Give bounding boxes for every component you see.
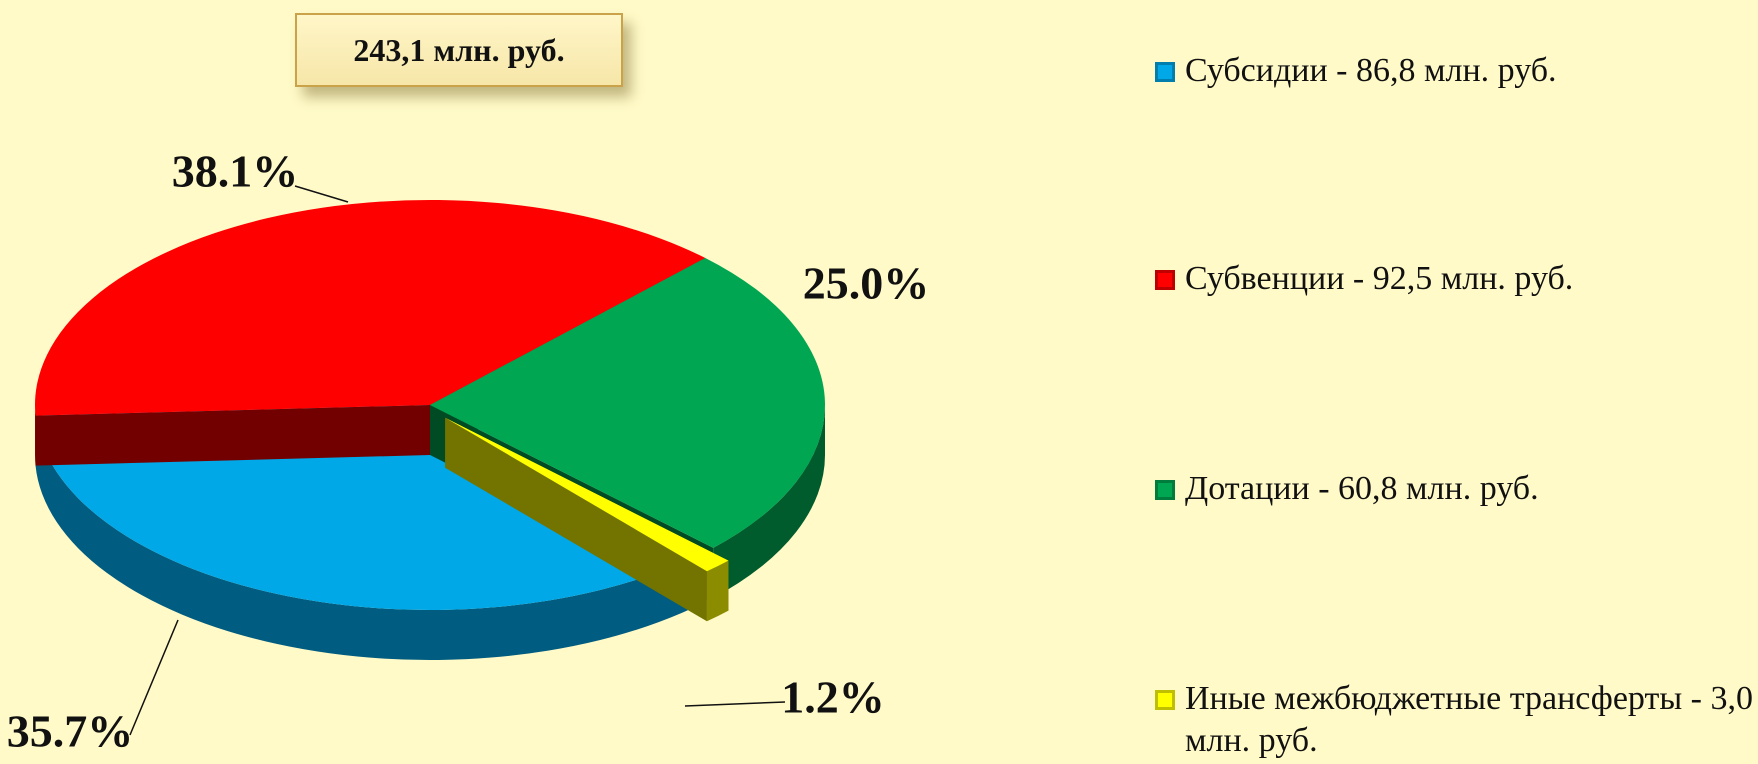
slice-side [35,415,692,660]
leader-line [294,185,349,203]
legend-text: Субвенции - 92,5 млн. руб. [1185,260,1574,297]
legend-swatch [1155,270,1175,290]
slice-side [713,405,825,598]
slice-face [35,405,430,466]
value-label: 1.2% [781,672,885,723]
legend-item: Дотации - 60,8 млн. руб. [1155,468,1755,510]
chart-title: 243,1 млн. руб. [295,13,623,87]
legend-item: Субвенции - 92,5 млн. руб. [1155,258,1755,300]
legend-text: Субсидии - 86,8 млн. руб. [1185,52,1557,89]
slice-top [445,417,729,572]
legend-swatch [1155,62,1175,82]
pie-slice [445,417,729,622]
value-label: 25.0% [803,258,930,309]
legend-item: Субсидии - 86,8 млн. руб. [1155,50,1755,92]
slice-side [35,405,36,466]
legend-text: Дотации - 60,8 млн. руб. [1185,470,1539,507]
legend-swatch [1155,690,1175,710]
slice-face [445,417,707,622]
value-label: 35.7% [7,706,134,757]
slice-side [706,560,729,622]
leader-line [129,619,179,736]
value-label: 38.1% [172,146,299,197]
leader-line [684,701,786,707]
legend-text: Иные межбюджетные трансферты - 3,0 млн. … [1185,680,1753,759]
slice-top [34,199,706,416]
legend-item: Иные межбюджетные трансферты - 3,0 млн. … [1155,678,1755,762]
legend-swatch [1155,480,1175,500]
slice-top [430,257,826,548]
